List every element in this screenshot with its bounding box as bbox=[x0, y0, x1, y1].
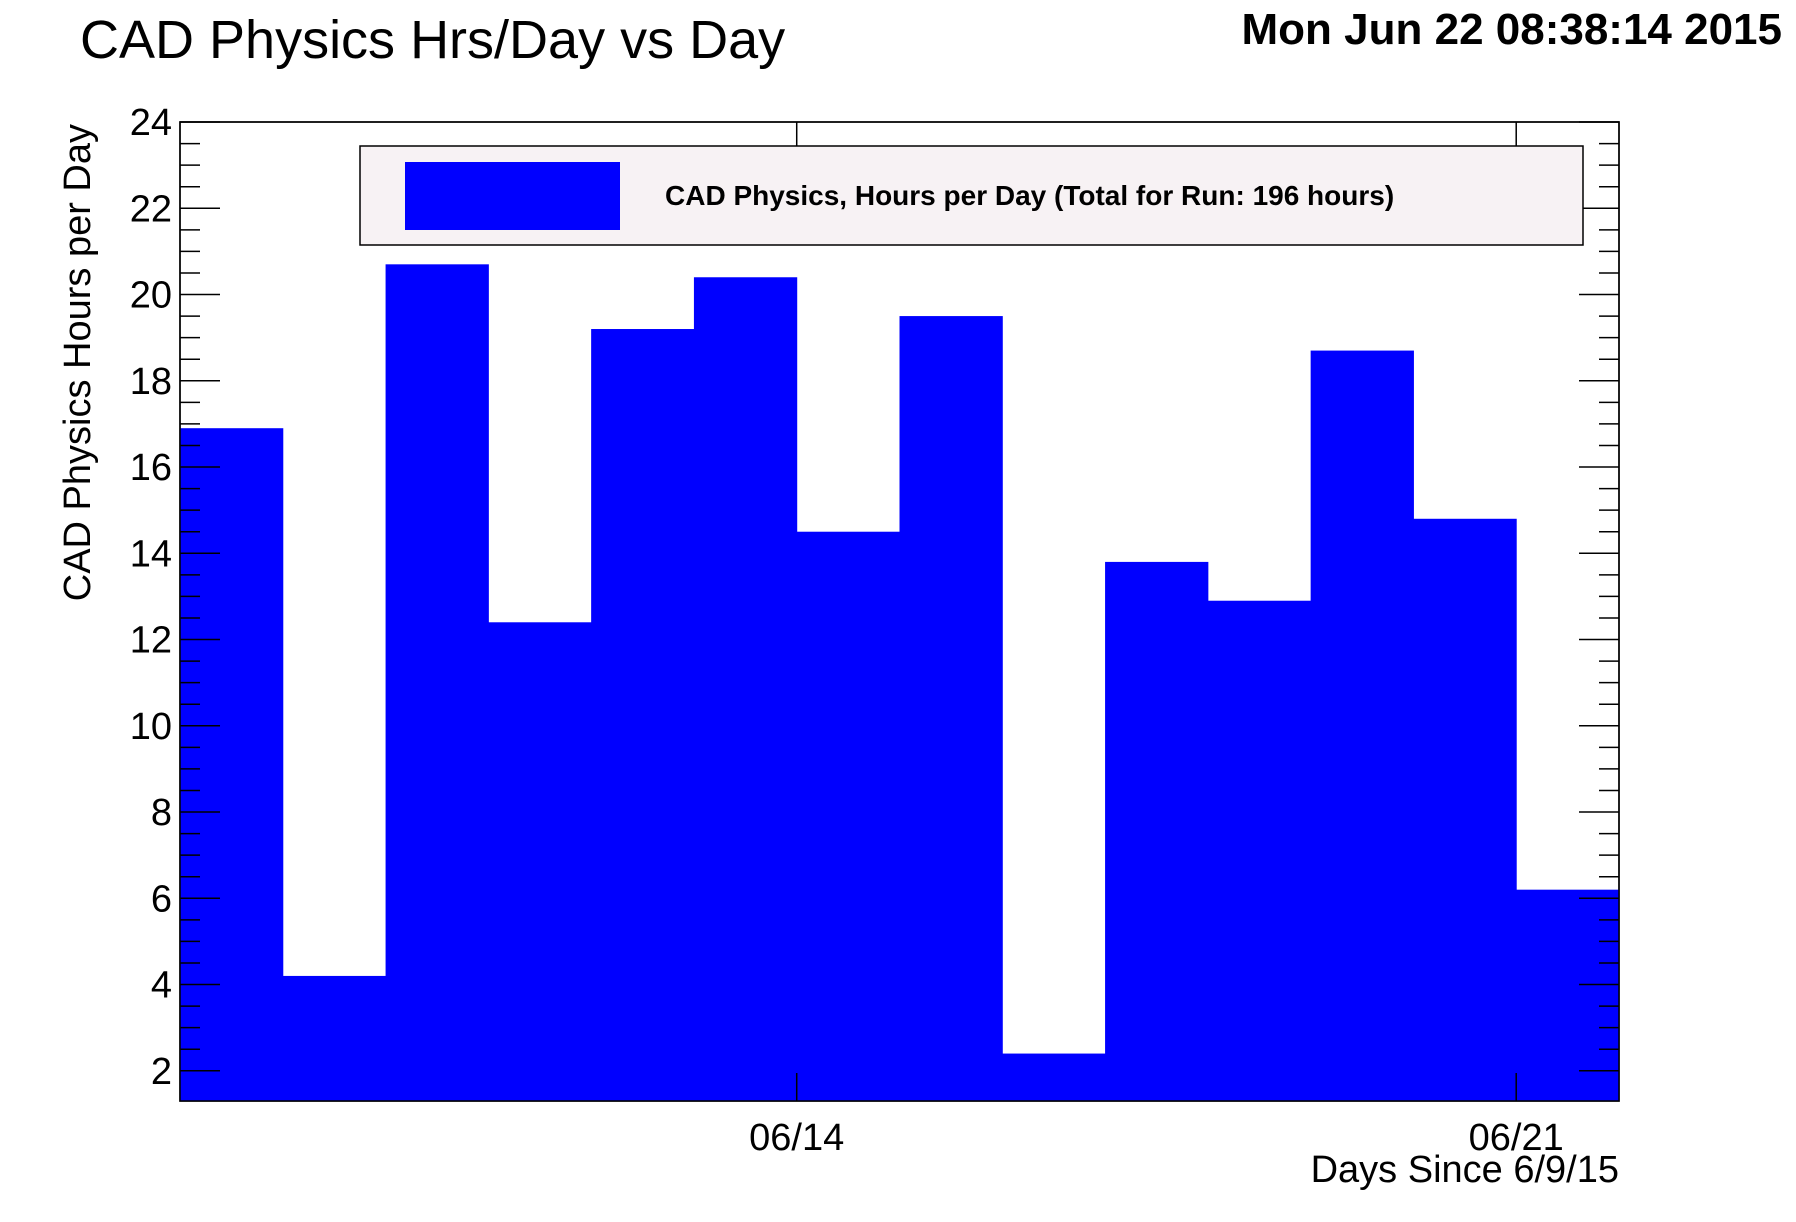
y-tick-label: 2 bbox=[151, 1051, 172, 1093]
y-tick-label: 16 bbox=[130, 447, 172, 489]
plot-frame-outline bbox=[179, 121, 1620, 1102]
y-tick-label: 10 bbox=[130, 706, 172, 748]
y-tick-label: 24 bbox=[130, 102, 172, 144]
x-tick-label: 06/14 bbox=[749, 1117, 844, 1159]
bar-day-7 bbox=[899, 316, 1003, 1101]
bar-day-10 bbox=[1207, 600, 1312, 1101]
bar-day-4 bbox=[591, 329, 695, 1102]
bar-day-6 bbox=[796, 531, 900, 1101]
bar-day-5 bbox=[693, 277, 798, 1102]
y-axis-label: CAD Physics Hours per Day bbox=[57, 124, 99, 601]
chart-timestamp: Mon Jun 22 08:38:14 2015 bbox=[1242, 5, 1782, 54]
bar-day-2 bbox=[385, 264, 489, 1101]
y-tick-label: 8 bbox=[151, 792, 172, 834]
y-tick-label: 12 bbox=[130, 620, 172, 662]
bar-day-0 bbox=[180, 428, 284, 1102]
y-tick-label: 14 bbox=[130, 533, 172, 575]
ticks-group bbox=[180, 121, 1619, 1101]
legend-swatch bbox=[405, 162, 620, 230]
bar-day-13 bbox=[1516, 889, 1620, 1101]
bar-day-3 bbox=[488, 622, 592, 1101]
bars-group bbox=[180, 264, 1620, 1102]
bar-day-9 bbox=[1105, 561, 1209, 1101]
bar-day-11 bbox=[1310, 350, 1414, 1101]
bar-day-8 bbox=[1002, 1053, 1106, 1101]
bar-day-1 bbox=[282, 975, 387, 1101]
y-tick-label: 22 bbox=[130, 188, 172, 230]
x-tick-label: 06/21 bbox=[1469, 1117, 1564, 1159]
y-tick-label: 20 bbox=[130, 275, 172, 317]
chart-title: CAD Physics Hrs/Day vs Day bbox=[80, 10, 785, 70]
y-tick-label: 18 bbox=[130, 361, 172, 403]
legend: CAD Physics, Hours per Day (Total for Ru… bbox=[359, 145, 1584, 246]
legend-label: CAD Physics, Hours per Day (Total for Ru… bbox=[665, 180, 1394, 211]
y-tick-label: 4 bbox=[151, 965, 172, 1007]
y-tick-label: 6 bbox=[151, 878, 172, 920]
x-axis-label: Days Since 6/9/15 bbox=[1311, 1149, 1619, 1191]
bar-day-12 bbox=[1413, 518, 1517, 1101]
x-tick-labels: 06/14 06/21 bbox=[749, 1117, 1564, 1159]
